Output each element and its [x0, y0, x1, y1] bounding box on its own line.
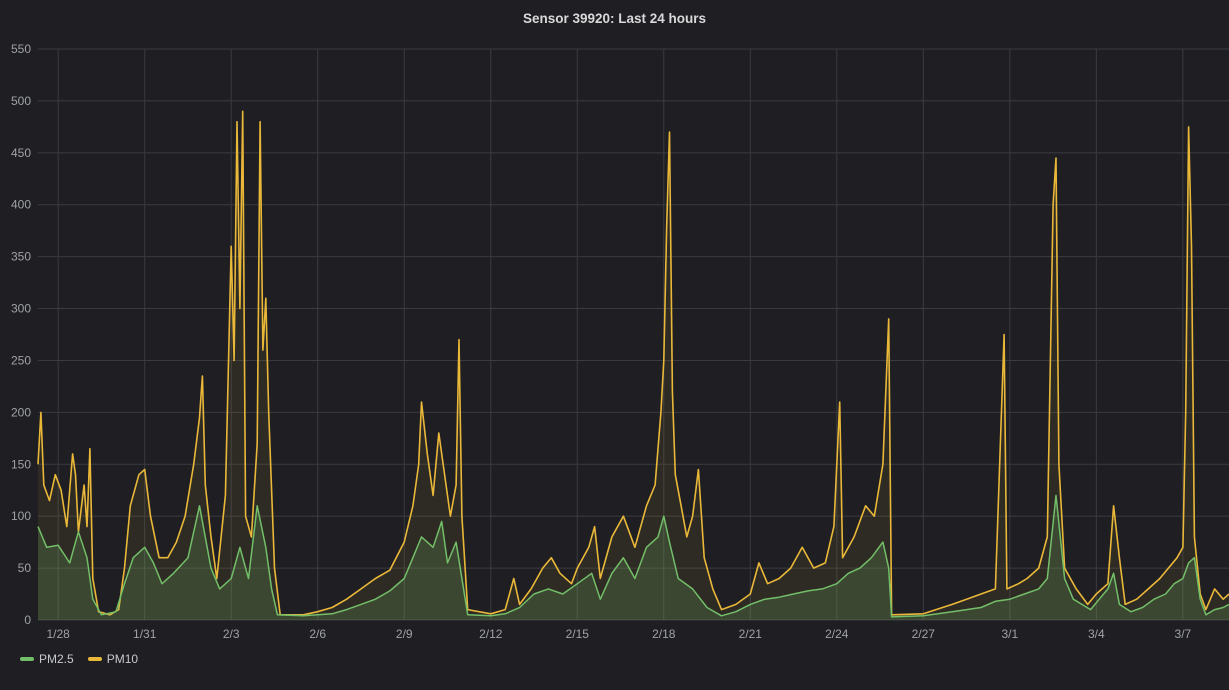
series-line-pm10[interactable] [37, 110, 1229, 616]
y-tick-label: 200 [11, 405, 31, 419]
legend-label-pm10: PM10 [106, 652, 139, 666]
y-axis-ticks: 0 50 100 150 200 250 300 350 400 450 500 550 [11, 42, 31, 627]
x-tick-label: 2/24 [825, 627, 849, 641]
x-tick-label: 2/21 [739, 627, 763, 641]
series-area-pm25 [38, 495, 1229, 620]
y-tick-label: 50 [18, 561, 32, 575]
y-tick-label: 0 [24, 613, 31, 627]
series-area-pm10 [38, 111, 1229, 621]
x-tick-label: 2/18 [652, 627, 676, 641]
legend-label-pm25: PM2.5 [39, 652, 74, 666]
x-tick-label: 3/7 [1175, 627, 1192, 641]
x-tick-label: 1/31 [133, 627, 157, 641]
grid-lines [38, 48, 1229, 621]
legend: PM2.5 PM10 [20, 652, 138, 666]
x-tick-label: 3/1 [1001, 627, 1018, 641]
y-tick-label: 100 [11, 509, 31, 523]
legend-swatch-pm10 [87, 657, 102, 661]
x-tick-label: 1/28 [47, 627, 71, 641]
x-tick-label: 3/4 [1088, 627, 1105, 641]
legend-swatch-pm25 [20, 657, 34, 661]
x-axis-ticks: 1/28 1/31 2/3 2/6 2/9 2/12 2/15 2/18 2/21 2/24 2/2… [47, 627, 1192, 641]
x-tick-label: 2/6 [309, 627, 326, 641]
y-tick-label: 500 [11, 94, 31, 108]
series-line-pm25[interactable] [37, 494, 1229, 618]
x-tick-label: 2/27 [912, 627, 936, 641]
y-tick-label: 150 [11, 457, 31, 471]
y-tick-label: 300 [11, 302, 31, 316]
x-tick-label: 2/9 [396, 627, 413, 641]
y-tick-label: 550 [11, 42, 31, 56]
chart-title: Sensor 39920: Last 24 hours [522, 11, 707, 26]
x-tick-label: 2/12 [479, 627, 503, 641]
x-tick-label: 2/15 [566, 627, 590, 641]
legend-item-pm10[interactable]: PM10 [87, 652, 139, 666]
y-tick-label: 350 [11, 250, 31, 264]
y-tick-label: 250 [11, 353, 31, 367]
x-tick-label: 2/3 [223, 627, 240, 641]
y-tick-label: 450 [11, 146, 31, 160]
y-tick-label: 400 [11, 198, 31, 212]
series-layer [37, 110, 1229, 621]
legend-item-pm25[interactable]: PM2.5 [20, 652, 74, 666]
